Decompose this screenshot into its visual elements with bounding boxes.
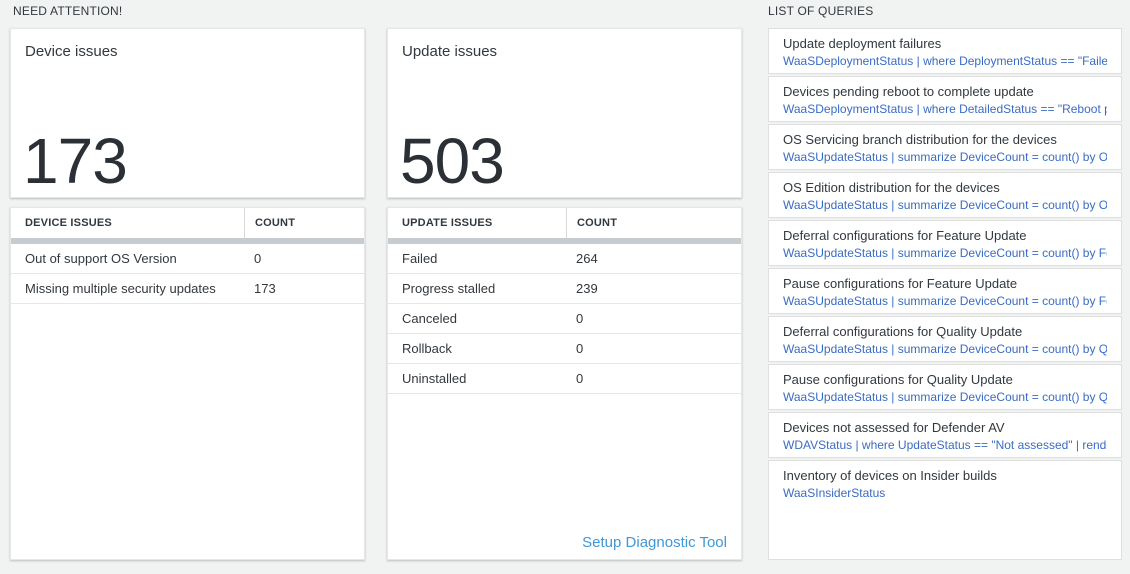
issue-label: Uninstalled [402, 371, 467, 386]
device-issues-card-title: Device issues [25, 43, 118, 60]
device-issues-table-card: DEVICE ISSUES COUNT Out of support OS Ve… [10, 207, 365, 560]
query-list-item[interactable]: Deferral configurations for Feature Upda… [768, 220, 1122, 266]
issue-count: 239 [576, 281, 598, 296]
table-row[interactable]: Canceled 0 [388, 304, 741, 334]
query-list-item[interactable]: Devices not assessed for Defender AV WDA… [768, 412, 1122, 458]
update-issues-summary-card[interactable]: Update issues 503 [387, 28, 742, 198]
update-issues-total: 503 [400, 124, 505, 197]
update-issues-table-body: Failed 264 Progress stalled 239 Canceled… [388, 244, 741, 394]
issue-label: Progress stalled [402, 281, 496, 296]
query-text: WaaSUpdateStatus | summarize DeviceCount… [783, 246, 1107, 260]
table-header-divider-bar [388, 238, 741, 244]
query-title: Pause configurations for Feature Update [783, 276, 1018, 291]
query-list-item[interactable]: Pause configurations for Quality Update … [768, 364, 1122, 410]
update-count-column-header: COUNT [566, 208, 741, 238]
update-issues-table-header: UPDATE ISSUES COUNT [388, 208, 741, 238]
table-row[interactable]: Failed 264 [388, 244, 741, 274]
query-title: Deferral configurations for Feature Upda… [783, 228, 1027, 243]
device-issues-total: 173 [23, 124, 128, 197]
device-issues-column-header: DEVICE ISSUES [25, 217, 112, 229]
device-issues-table-header: DEVICE ISSUES COUNT [11, 208, 364, 238]
query-title: Pause configurations for Quality Update [783, 372, 1013, 387]
table-row[interactable]: Rollback 0 [388, 334, 741, 364]
query-list-item[interactable]: OS Edition distribution for the devices … [768, 172, 1122, 218]
query-text: WaaSUpdateStatus | summarize DeviceCount… [783, 342, 1107, 356]
query-list-item[interactable]: Inventory of devices on Insider builds W… [768, 460, 1122, 560]
query-list-item[interactable]: Update deployment failures WaaSDeploymen… [768, 28, 1122, 74]
issue-label: Canceled [402, 311, 457, 326]
need-attention-section-title: NEED ATTENTION! [13, 4, 123, 18]
issue-label: Out of support OS Version [25, 251, 177, 266]
query-title: Inventory of devices on Insider builds [783, 468, 997, 483]
query-title: Devices not assessed for Defender AV [783, 420, 1005, 435]
query-list-panel: Update deployment failures WaaSDeploymen… [768, 28, 1122, 560]
query-text: WaaSUpdateStatus | summarize DeviceCount… [783, 150, 1107, 164]
list-of-queries-section-title: LIST OF QUERIES [768, 4, 874, 18]
issue-label: Missing multiple security updates [25, 281, 216, 296]
query-title: Devices pending reboot to complete updat… [783, 84, 1034, 99]
device-issues-summary-card[interactable]: Device issues 173 [10, 28, 365, 198]
issue-label: Rollback [402, 341, 452, 356]
query-text: WDAVStatus | where UpdateStatus == "Not … [783, 438, 1107, 452]
table-row[interactable]: Uninstalled 0 [388, 364, 741, 394]
issue-count: 0 [576, 341, 584, 356]
table-row[interactable]: Progress stalled 239 [388, 274, 741, 304]
query-title: Deferral configurations for Quality Upda… [783, 324, 1023, 339]
update-issues-table-card: UPDATE ISSUES COUNT Failed 264 Progress … [387, 207, 742, 560]
issue-count: 0 [254, 251, 262, 266]
table-header-divider-bar [11, 238, 364, 244]
query-text: WaaSUpdateStatus | summarize DeviceCount… [783, 198, 1107, 212]
query-text: WaaSUpdateStatus | summarize DeviceCount… [783, 390, 1107, 404]
update-issues-column: Update issues 503 UPDATE ISSUES COUNT Fa… [387, 28, 742, 560]
issue-label: Failed [402, 251, 438, 266]
table-row[interactable]: Out of support OS Version 0 [11, 244, 364, 274]
query-list-item[interactable]: Pause configurations for Feature Update … [768, 268, 1122, 314]
issue-count: 0 [576, 371, 584, 386]
query-title: OS Edition distribution for the devices [783, 180, 1000, 195]
query-list-item[interactable]: Devices pending reboot to complete updat… [768, 76, 1122, 122]
query-title: Update deployment failures [783, 36, 942, 51]
setup-diagnostic-tool-link[interactable]: Setup Diagnostic Tool [582, 534, 727, 551]
issue-count: 0 [576, 311, 584, 326]
query-text: WaaSDeploymentStatus | where DetailedSta… [783, 102, 1107, 116]
issue-count: 173 [254, 281, 276, 296]
update-issues-card-title: Update issues [402, 43, 498, 60]
device-count-column-header: COUNT [244, 208, 364, 238]
device-issues-column: Device issues 173 DEVICE ISSUES COUNT Ou… [10, 28, 365, 560]
query-title: OS Servicing branch distribution for the… [783, 132, 1057, 147]
query-text: WaaSUpdateStatus | summarize DeviceCount… [783, 294, 1107, 308]
query-text: WaaSInsiderStatus [783, 486, 886, 500]
table-row[interactable]: Missing multiple security updates 173 [11, 274, 364, 304]
issue-count: 264 [576, 251, 598, 266]
update-issues-column-header: UPDATE ISSUES [402, 217, 493, 229]
device-issues-table-body: Out of support OS Version 0 Missing mult… [11, 244, 364, 304]
query-list-item[interactable]: Deferral configurations for Quality Upda… [768, 316, 1122, 362]
query-text: WaaSDeploymentStatus | where DeploymentS… [783, 54, 1107, 68]
query-list-item[interactable]: OS Servicing branch distribution for the… [768, 124, 1122, 170]
